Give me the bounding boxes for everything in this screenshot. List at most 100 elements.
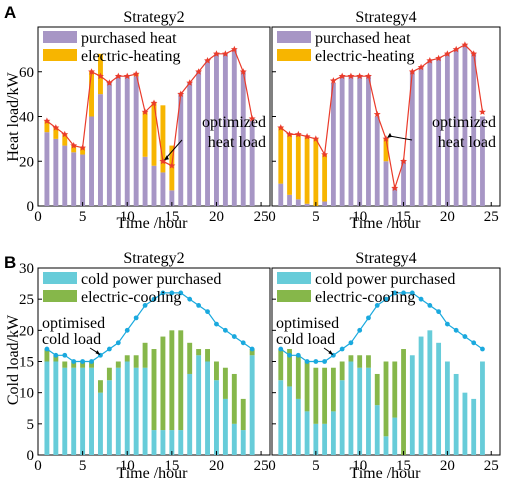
bar-cold-purchased	[366, 367, 371, 455]
bar-electric-cooling	[392, 361, 398, 418]
load-point	[427, 303, 433, 308]
load-point	[409, 290, 415, 296]
bar-electric-cooling	[80, 361, 86, 368]
load-point	[195, 68, 202, 75]
bar-purchased-heat	[383, 161, 389, 206]
y-tick-label: 0	[27, 199, 35, 215]
load-point	[89, 359, 94, 364]
bar-cold-purchased	[133, 367, 139, 455]
bar-purchased-heat	[53, 138, 59, 206]
bar-purchased-heat	[357, 76, 363, 206]
load-point	[141, 108, 149, 115]
cold-chart-strategy4: 0 5 10 15 20 25 Strategy4 cold power purchasede…	[268, 250, 501, 474]
legend-label: electric-heating	[81, 48, 181, 65]
bar-cold-purchased	[80, 367, 86, 455]
bar-electric-cooling	[240, 398, 246, 431]
bar-electric-cooling	[124, 355, 130, 362]
load-point	[426, 57, 434, 64]
bar-electric-cooling	[71, 361, 77, 368]
y-tick-label: 20	[19, 154, 34, 170]
panel-label-b: B	[4, 253, 16, 272]
bar-purchased-heat	[142, 156, 148, 206]
bar-cold-purchased	[98, 392, 103, 455]
bar-electric-cooling	[366, 355, 371, 368]
bar-electric-cooling	[304, 361, 310, 412]
x-tick-label: 5	[79, 209, 87, 225]
load-point	[196, 303, 202, 308]
bar-cold-purchased	[480, 361, 485, 455]
bar-electric-heating	[44, 120, 50, 133]
load-point	[322, 359, 328, 364]
bar-cold-purchased	[187, 373, 193, 455]
load-point	[160, 290, 166, 296]
annotation-line1: optimised	[276, 315, 339, 332]
load-point	[470, 50, 478, 57]
bar-purchased-heat	[401, 161, 406, 206]
heat-chart-strategy2: 0 5 10 15 20 25 0 20 40 60 Strategy2 purchased heat…	[19, 9, 271, 225]
bar-electric-cooling	[178, 330, 184, 431]
x-tick-label: 20	[209, 458, 224, 474]
annotation-arrow	[165, 139, 183, 159]
load-point	[471, 340, 477, 346]
bar-purchased-heat	[240, 71, 246, 206]
load-point	[142, 303, 148, 308]
legend-swatch	[43, 290, 77, 302]
bar-cold-purchased	[313, 423, 319, 455]
load-point	[71, 359, 77, 364]
load-point	[418, 296, 424, 302]
bar-electric-heating	[383, 138, 389, 162]
panel-label-a: A	[4, 3, 16, 22]
bar-cold-purchased	[348, 361, 354, 455]
bar-electric-cooling	[160, 336, 166, 431]
annotation-line2: cold load	[276, 331, 335, 348]
x-tick-label: 15	[396, 458, 411, 474]
cold-ylabel: Cold load/kW	[5, 314, 22, 405]
bar-purchased-heat	[409, 71, 415, 206]
bar-electric-cooling	[401, 349, 406, 455]
load-point	[177, 90, 185, 97]
load-point	[80, 359, 86, 364]
y-tick-label: 0	[27, 448, 35, 464]
bar-purchased-heat	[462, 44, 468, 207]
load-point	[277, 124, 285, 131]
load-point	[462, 334, 468, 339]
x-tick-label: 15	[164, 209, 179, 225]
x-tick-label: 10	[120, 458, 135, 474]
x-tick-label: 10	[120, 209, 135, 225]
legend-swatch	[277, 290, 311, 302]
bar-electric-heating	[322, 154, 328, 202]
legend-label: purchased heat	[81, 30, 177, 47]
bar-purchased-heat	[392, 188, 398, 206]
load-point	[347, 72, 355, 80]
bar-cold-purchased	[89, 367, 94, 455]
load-point	[382, 135, 390, 142]
bar-cold-purchased	[322, 423, 328, 455]
bar-purchased-heat	[187, 82, 193, 206]
x-tick-label: 0	[268, 458, 276, 474]
y-tick-label: 20	[19, 323, 34, 339]
load-point	[383, 296, 389, 302]
bar-electric-cooling	[330, 367, 336, 412]
bar-purchased-heat	[444, 53, 450, 206]
annotation-line2: heat load	[438, 134, 496, 151]
bar-electric-cooling	[287, 349, 292, 387]
heat-xlabel-left: Time /hour	[117, 215, 189, 232]
load-point	[62, 352, 68, 358]
bar-purchased-heat	[278, 183, 284, 206]
bar-cold-purchased	[339, 380, 345, 455]
x-tick-label: 20	[440, 458, 455, 474]
load-point	[240, 340, 246, 346]
y-tick-label: 30	[19, 261, 34, 277]
load-point	[312, 135, 320, 142]
bar-electric-cooling	[214, 361, 219, 381]
x-tick-label: 25	[484, 209, 499, 225]
load-point	[239, 68, 247, 75]
bar-purchased-heat	[205, 60, 210, 206]
load-point	[479, 108, 486, 115]
load-point	[400, 157, 407, 165]
annotation-arrow	[388, 135, 413, 141]
load-point	[213, 50, 220, 57]
load-point	[132, 70, 140, 77]
bar-purchased-heat	[427, 60, 433, 206]
x-tick-label: 10	[352, 458, 367, 474]
